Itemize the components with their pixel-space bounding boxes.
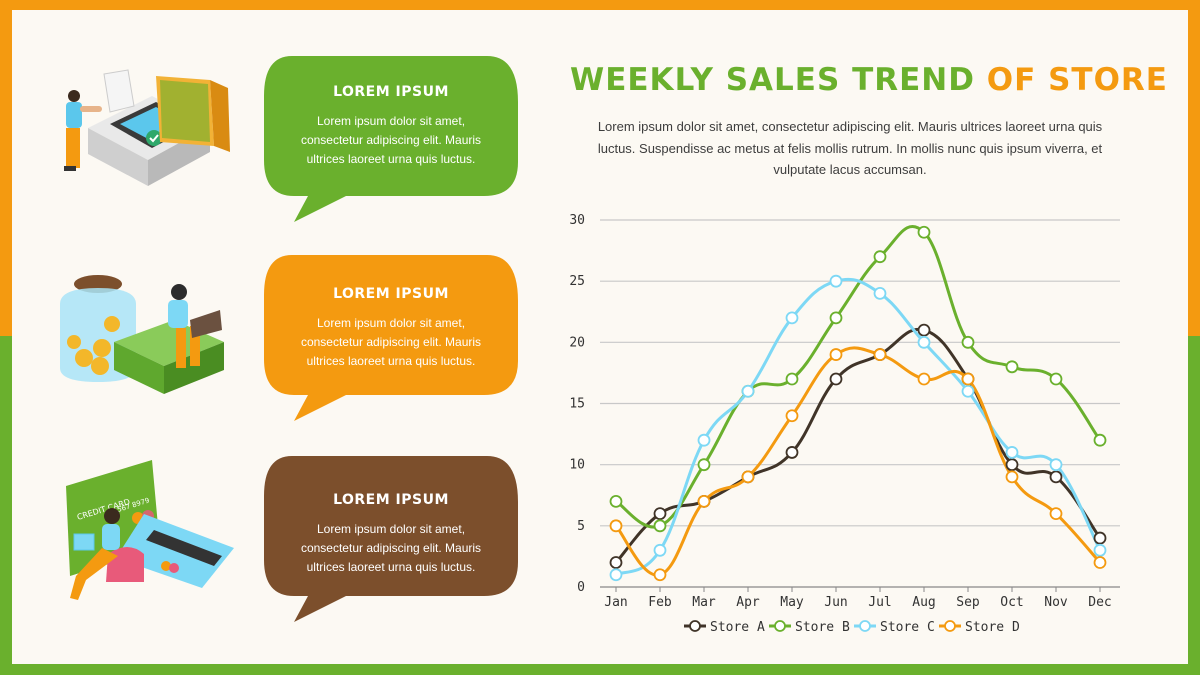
legend-label: Store A: [710, 620, 765, 635]
data-point: [829, 348, 843, 361]
x-tick-label: Aug: [912, 595, 935, 610]
x-tick-label: Apr: [736, 595, 760, 610]
data-point: [917, 335, 931, 349]
y-tick-label: 25: [569, 274, 585, 289]
x-tick-label: Mar: [692, 595, 716, 610]
x-tick-label: Nov: [1044, 595, 1068, 610]
data-point: [609, 519, 623, 533]
savings-jar-illustration: [60, 275, 224, 394]
data-point: [961, 384, 975, 398]
data-point: [609, 494, 623, 508]
data-point: [653, 568, 667, 582]
bubble-shape: [264, 56, 518, 222]
line-chart: 0 5 10 15 20 25 30 Jan Feb Mar Apr May Jun Jul Aug Sep O…: [569, 213, 1120, 635]
x-tick-label: Sep: [956, 595, 980, 610]
legend-marker: [859, 620, 871, 632]
bubble-body: Lorem ipsum dolor sit amet, consectetur …: [300, 114, 482, 166]
data-point: [1005, 458, 1019, 472]
data-point: [1093, 543, 1107, 557]
data-point: [785, 409, 799, 423]
data-point: [829, 372, 843, 386]
chart-description: Lorem ipsum dolor sit amet, consectetur …: [597, 119, 1103, 177]
data-point: [1093, 531, 1107, 545]
data-point: [829, 311, 843, 325]
data-point: [653, 519, 667, 533]
data-point: [1093, 556, 1107, 569]
data-point: [697, 458, 711, 472]
data-point: [741, 384, 755, 398]
data-point: [917, 323, 931, 337]
bubble-body: Lorem ipsum dolor sit amet, consectetur …: [300, 522, 482, 574]
legend-label: Store B: [795, 620, 850, 635]
data-point: [961, 335, 975, 349]
y-tick-label: 0: [577, 580, 585, 595]
data-point: [1049, 372, 1063, 386]
data-point: [1005, 360, 1019, 374]
payment-terminal-illustration: [64, 69, 230, 186]
y-tick-label: 30: [569, 213, 585, 228]
data-point: [697, 433, 711, 447]
title-part1: WEEKLY SALES TREND: [570, 62, 975, 98]
bubble-title: LOREM IPSUM: [333, 286, 449, 302]
legend-marker: [689, 620, 701, 632]
data-point: [609, 556, 623, 569]
x-tick-label: Dec: [1088, 595, 1111, 610]
y-tick-label: 15: [569, 397, 585, 412]
y-tick-label: 20: [569, 335, 585, 350]
data-point: [1005, 446, 1019, 459]
legend-label: Store C: [880, 620, 935, 635]
data-point: [653, 507, 667, 521]
data-point: [653, 543, 667, 557]
bubble-shape: [264, 255, 518, 421]
data-point: [873, 250, 887, 264]
bubble-title: LOREM IPSUM: [333, 84, 449, 100]
data-point: [873, 287, 887, 300]
data-point: [829, 274, 843, 288]
data-point: [785, 446, 799, 459]
x-tick-label: Jun: [824, 595, 847, 610]
speech-bubble-3: LOREM IPSUM Lorem ipsum dolor sit amet, …: [262, 452, 520, 624]
legend-label: Store D: [965, 620, 1020, 635]
x-tick-label: Oct: [1000, 595, 1023, 610]
data-point: [1049, 458, 1063, 472]
legend-marker: [944, 620, 956, 632]
y-tick-label: 5: [577, 519, 585, 534]
data-point: [961, 372, 975, 386]
x-tick-label: Jan: [604, 595, 627, 610]
data-point: [917, 225, 931, 239]
speech-bubble-2: LOREM IPSUM Lorem ipsum dolor sit amet, …: [262, 251, 520, 423]
y-tick-label: 10: [569, 458, 585, 473]
chart-title: WEEKLY SALES TREND OF STORE: [570, 62, 1167, 98]
data-point: [1005, 470, 1019, 484]
title-part2: OF STORE: [986, 62, 1168, 98]
bubble-shape: [264, 456, 518, 622]
legend-marker: [774, 620, 786, 632]
data-point: [785, 311, 799, 325]
x-tick-label: May: [780, 595, 804, 610]
credit-card-illustration: CREDIT CARD 567 8979: [66, 460, 234, 600]
data-point: [1049, 507, 1063, 521]
bubble-body: Lorem ipsum dolor sit amet, consectetur …: [300, 316, 482, 368]
data-point: [873, 348, 887, 361]
data-point: [609, 568, 623, 582]
data-point: [741, 470, 755, 484]
x-tick-label: Jul: [868, 595, 891, 610]
data-point: [1093, 433, 1107, 447]
series-line: [614, 346, 1102, 577]
x-tick-label: Feb: [648, 595, 672, 610]
data-point: [785, 372, 799, 386]
data-point: [1049, 470, 1063, 484]
series-line: [615, 277, 1102, 577]
bubble-title: LOREM IPSUM: [333, 492, 449, 508]
data-point: [697, 494, 711, 508]
data-point: [917, 372, 931, 386]
speech-bubble-1: LOREM IPSUM Lorem ipsum dolor sit amet, …: [262, 52, 520, 224]
